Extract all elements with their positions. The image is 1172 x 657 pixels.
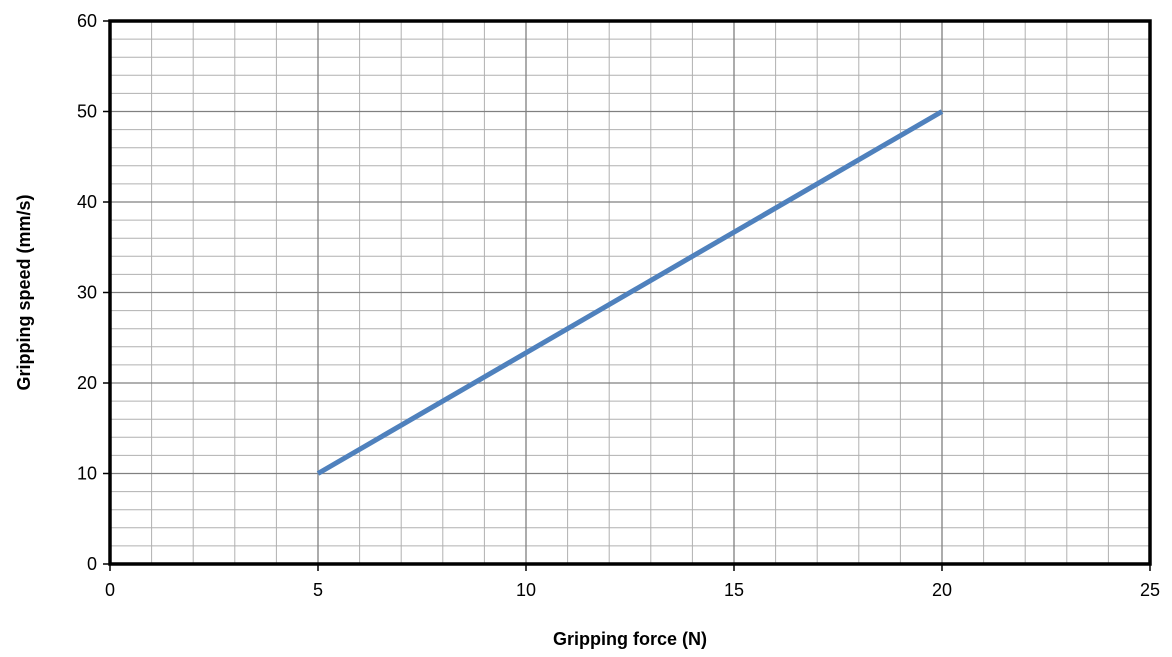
y-axis-title: Gripping speed (mm/s) <box>14 194 34 390</box>
x-tick-label: 5 <box>313 580 323 600</box>
y-tick-label: 30 <box>77 283 97 303</box>
series-layer <box>316 109 944 476</box>
x-tick-label: 10 <box>516 580 536 600</box>
y-tick-label: 20 <box>77 373 97 393</box>
x-axis-title: Gripping force (N) <box>553 629 707 649</box>
x-tick-label: 0 <box>105 580 115 600</box>
y-tick-label: 60 <box>77 11 97 31</box>
tick-labels: 0 5 10 15 20 25 0 10 20 30 40 50 60 <box>77 11 1160 600</box>
x-tick-label: 20 <box>932 580 952 600</box>
series-line-0 <box>316 109 944 476</box>
x-tick-label: 15 <box>724 580 744 600</box>
axis-ticks <box>103 20 1151 571</box>
y-tick-label: 40 <box>77 192 97 212</box>
y-tick-label: 0 <box>87 554 97 574</box>
y-tick-label: 10 <box>77 464 97 484</box>
x-tick-label: 25 <box>1140 580 1160 600</box>
y-tick-label: 50 <box>77 102 97 122</box>
